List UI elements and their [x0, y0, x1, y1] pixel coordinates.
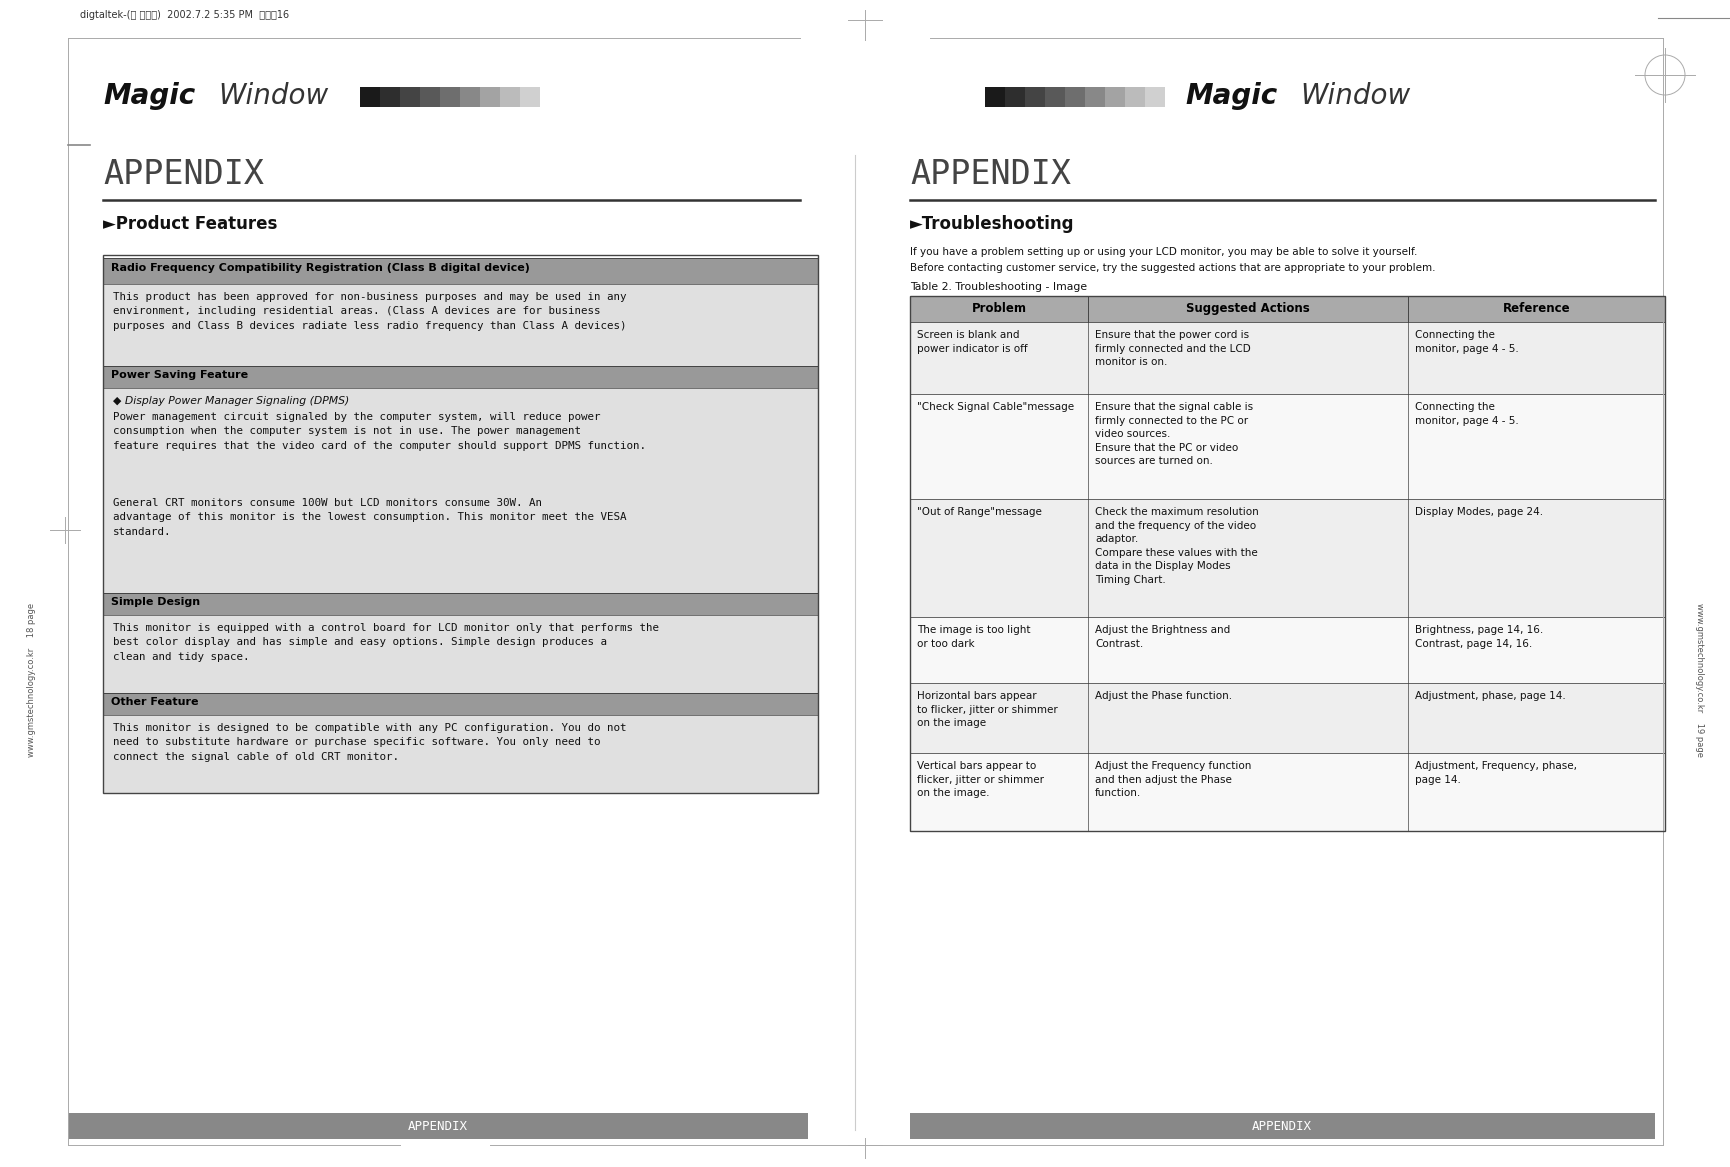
Text: Brightness, page 14, 16.
Contrast, page 14, 16.: Brightness, page 14, 16. Contrast, page …	[1413, 626, 1543, 649]
Text: Adjustment, phase, page 14.: Adjustment, phase, page 14.	[1413, 691, 1566, 701]
Bar	[984, 88, 1005, 107]
Text: General CRT monitors consume 100W but LCD monitors consume 30W. An
advantage of : General CRT monitors consume 100W but LC…	[112, 498, 626, 537]
Bar	[104, 387, 818, 593]
Text: Magic: Magic	[1185, 82, 1277, 110]
Text: APPENDIX: APPENDIX	[1251, 1119, 1311, 1132]
Bar	[1005, 88, 1024, 107]
Bar	[439, 88, 460, 107]
Text: Suggested Actions: Suggested Actions	[1185, 302, 1310, 315]
Text: Simple Design: Simple Design	[111, 598, 201, 607]
Bar	[479, 88, 500, 107]
Text: This monitor is designed to be compatible with any PC configuration. You do not
: This monitor is designed to be compatibl…	[112, 724, 626, 762]
Bar	[910, 296, 1664, 322]
Bar	[910, 499, 1664, 617]
Bar	[1024, 88, 1045, 107]
Text: Power management circuit signaled by the computer system, will reduce power
cons: Power management circuit signaled by the…	[112, 412, 645, 450]
Bar	[104, 693, 818, 715]
Bar	[1064, 88, 1085, 107]
Text: Power Saving Feature: Power Saving Feature	[111, 370, 247, 380]
Text: If you have a problem setting up or using your LCD monitor, you may be able to s: If you have a problem setting up or usin…	[910, 247, 1417, 257]
Bar	[104, 593, 818, 615]
Bar	[104, 284, 818, 366]
Text: Ensure that the power cord is
firmly connected and the LCD
monitor is on.: Ensure that the power cord is firmly con…	[1095, 330, 1251, 368]
Bar	[910, 296, 1664, 831]
Text: The image is too light
or too dark: The image is too light or too dark	[917, 626, 1029, 649]
Bar	[1085, 88, 1104, 107]
Text: APPENDIX: APPENDIX	[104, 158, 265, 191]
Bar	[104, 366, 818, 387]
Text: Connecting the
monitor, page 4 - 5.: Connecting the monitor, page 4 - 5.	[1413, 330, 1517, 354]
Bar	[1104, 88, 1124, 107]
Text: "Out of Range"message: "Out of Range"message	[917, 506, 1041, 517]
Text: Adjust the Frequency function
and then adjust the Phase
function.: Adjust the Frequency function and then a…	[1095, 761, 1251, 798]
Bar	[400, 88, 420, 107]
Bar	[104, 256, 818, 794]
Bar	[1124, 88, 1144, 107]
Bar	[67, 1113, 808, 1139]
Text: This monitor is equipped with a control board for LCD monitor only that performs: This monitor is equipped with a control …	[112, 623, 659, 662]
Text: Check the maximum resolution
and the frequency of the video
adaptor.
Compare the: Check the maximum resolution and the fre…	[1095, 506, 1258, 585]
Text: Radio Frequency Compatibility Registration (Class B digital device): Radio Frequency Compatibility Registrati…	[111, 263, 529, 273]
Text: This product has been approved for non-business purposes and may be used in any
: This product has been approved for non-b…	[112, 292, 626, 330]
Bar	[910, 1113, 1654, 1139]
Text: Reference: Reference	[1502, 302, 1569, 315]
Text: APPENDIX: APPENDIX	[408, 1119, 467, 1132]
Bar	[519, 88, 540, 107]
Text: Horizontal bars appear
to flicker, jitter or shimmer
on the image: Horizontal bars appear to flicker, jitte…	[917, 691, 1057, 728]
Text: APPENDIX: APPENDIX	[910, 158, 1071, 191]
Bar	[910, 322, 1664, 394]
Text: Window: Window	[218, 82, 329, 110]
Text: digtaltek-(영 문내지)  2002.7.2 5:35 PM  페이지16: digtaltek-(영 문내지) 2002.7.2 5:35 PM 페이지16	[80, 11, 289, 20]
Text: Vertical bars appear to
flicker, jitter or shimmer
on the image.: Vertical bars appear to flicker, jitter …	[917, 761, 1043, 798]
Text: ◆ Display Power Manager Signaling (DPMS): ◆ Display Power Manager Signaling (DPMS)	[112, 396, 349, 406]
Text: "Check Signal Cable"message: "Check Signal Cable"message	[917, 401, 1074, 412]
Bar	[910, 683, 1664, 753]
Bar	[910, 753, 1664, 831]
Bar	[1045, 88, 1064, 107]
Text: Table 2. Troubleshooting - Image: Table 2. Troubleshooting - Image	[910, 282, 1086, 292]
Text: Adjust the Phase function.: Adjust the Phase function.	[1095, 691, 1232, 701]
Bar	[910, 394, 1664, 499]
Text: www.gmstechnology.co.kr    19 page: www.gmstechnology.co.kr 19 page	[1694, 603, 1704, 757]
Text: Problem: Problem	[971, 302, 1026, 315]
Bar	[460, 88, 479, 107]
Text: www.gmstechnology.co.kr    18 page: www.gmstechnology.co.kr 18 page	[28, 603, 36, 757]
Text: Before contacting customer service, try the suggested actions that are appropria: Before contacting customer service, try …	[910, 263, 1434, 273]
Text: Display Modes, page 24.: Display Modes, page 24.	[1413, 506, 1541, 517]
Text: Other Feature: Other Feature	[111, 697, 199, 707]
Bar	[104, 258, 818, 284]
Text: Screen is blank and
power indicator is off: Screen is blank and power indicator is o…	[917, 330, 1028, 354]
Text: Ensure that the signal cable is
firmly connected to the PC or
video sources.
Ens: Ensure that the signal cable is firmly c…	[1095, 401, 1253, 467]
Text: ►Troubleshooting: ►Troubleshooting	[910, 215, 1074, 233]
Bar	[910, 617, 1664, 683]
Bar	[1144, 88, 1164, 107]
Text: Adjustment, Frequency, phase,
page 14.: Adjustment, Frequency, phase, page 14.	[1413, 761, 1576, 784]
Text: Window: Window	[1299, 82, 1410, 110]
Bar	[420, 88, 439, 107]
Bar	[104, 715, 818, 794]
Text: ►Product Features: ►Product Features	[104, 215, 277, 233]
Bar	[104, 615, 818, 693]
Text: Connecting the
monitor, page 4 - 5.: Connecting the monitor, page 4 - 5.	[1413, 401, 1517, 426]
Bar	[381, 88, 400, 107]
Text: Magic: Magic	[104, 82, 195, 110]
Bar	[500, 88, 519, 107]
Bar	[360, 88, 381, 107]
Text: Adjust the Brightness and
Contrast.: Adjust the Brightness and Contrast.	[1095, 626, 1230, 649]
